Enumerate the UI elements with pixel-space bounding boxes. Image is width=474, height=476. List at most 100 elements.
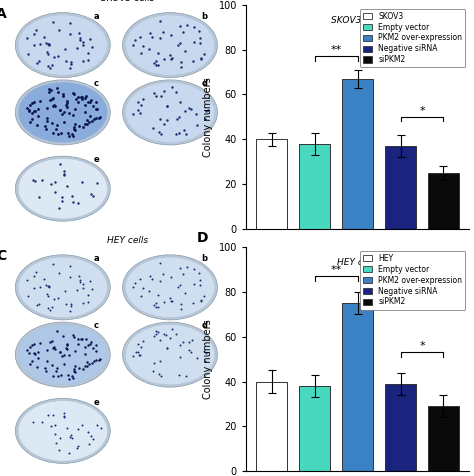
Point bbox=[185, 337, 193, 345]
Point bbox=[25, 107, 33, 115]
Point bbox=[181, 289, 188, 297]
Ellipse shape bbox=[125, 82, 215, 143]
Point bbox=[83, 116, 91, 123]
Point bbox=[196, 40, 204, 47]
Point bbox=[73, 44, 81, 52]
Point bbox=[60, 109, 67, 116]
Point bbox=[156, 35, 164, 42]
Point bbox=[202, 108, 210, 115]
Point bbox=[96, 355, 104, 363]
Point bbox=[58, 194, 66, 201]
Point bbox=[33, 364, 40, 371]
Point bbox=[149, 367, 157, 375]
Ellipse shape bbox=[123, 255, 218, 320]
Point bbox=[53, 439, 60, 446]
Ellipse shape bbox=[15, 156, 110, 221]
Text: *: * bbox=[419, 341, 425, 351]
Point bbox=[55, 130, 62, 138]
Point bbox=[55, 373, 62, 380]
Point bbox=[51, 295, 58, 303]
Point bbox=[166, 334, 174, 342]
Point bbox=[25, 50, 32, 58]
Point bbox=[75, 364, 82, 372]
Point bbox=[77, 335, 84, 343]
Point bbox=[166, 51, 173, 59]
Point bbox=[150, 59, 158, 66]
Point bbox=[189, 58, 197, 65]
Ellipse shape bbox=[125, 15, 215, 75]
Point bbox=[46, 88, 53, 96]
Point bbox=[163, 344, 170, 352]
Point bbox=[92, 357, 100, 364]
Point bbox=[45, 40, 52, 48]
Point bbox=[177, 58, 185, 66]
Point bbox=[157, 372, 164, 380]
Point bbox=[153, 327, 160, 335]
Point bbox=[157, 357, 164, 365]
Point bbox=[51, 103, 59, 110]
Point bbox=[28, 99, 36, 107]
Point bbox=[66, 433, 74, 441]
Point bbox=[60, 360, 68, 367]
Point bbox=[63, 341, 70, 348]
Point bbox=[190, 281, 198, 288]
Point bbox=[152, 92, 159, 100]
Point bbox=[63, 58, 70, 65]
Point bbox=[28, 357, 36, 365]
Point bbox=[148, 33, 155, 41]
Point bbox=[80, 41, 87, 49]
Point bbox=[146, 45, 153, 53]
Point bbox=[200, 50, 208, 58]
Point bbox=[176, 22, 184, 30]
Point bbox=[45, 411, 52, 418]
Ellipse shape bbox=[125, 324, 215, 385]
Point bbox=[177, 305, 184, 313]
Point bbox=[168, 55, 176, 62]
Point bbox=[168, 83, 176, 91]
Point bbox=[129, 352, 137, 360]
Point bbox=[148, 275, 155, 283]
Point bbox=[173, 88, 180, 96]
Point bbox=[196, 269, 203, 277]
Legend: HEY, Empty vector, PKM2 over-expression, Negative siRNA, siPKM2: HEY, Empty vector, PKM2 over-expression,… bbox=[360, 251, 465, 309]
Point bbox=[152, 304, 160, 311]
Point bbox=[32, 26, 39, 33]
Point bbox=[82, 335, 90, 342]
Text: b: b bbox=[201, 12, 207, 21]
Text: **: ** bbox=[330, 45, 342, 55]
Point bbox=[152, 61, 160, 69]
Point bbox=[67, 30, 74, 38]
Point bbox=[51, 430, 58, 438]
Point bbox=[197, 297, 205, 304]
Y-axis label: Colony numbers: Colony numbers bbox=[203, 319, 213, 399]
Point bbox=[153, 58, 160, 65]
Text: A: A bbox=[0, 7, 7, 21]
Point bbox=[179, 270, 187, 278]
Point bbox=[67, 58, 75, 66]
Point bbox=[34, 112, 42, 119]
Point bbox=[30, 341, 37, 348]
Point bbox=[70, 90, 78, 98]
Point bbox=[129, 283, 137, 290]
Point bbox=[74, 425, 82, 433]
Point bbox=[97, 424, 104, 432]
Point bbox=[69, 374, 77, 382]
Point bbox=[187, 106, 195, 113]
Point bbox=[175, 129, 183, 137]
Point bbox=[59, 92, 67, 99]
Point bbox=[55, 269, 63, 277]
Point bbox=[136, 33, 144, 40]
Y-axis label: Colony numbers: Colony numbers bbox=[203, 77, 213, 157]
Point bbox=[51, 101, 58, 109]
Ellipse shape bbox=[15, 322, 110, 387]
Point bbox=[84, 341, 92, 348]
Point bbox=[49, 102, 57, 110]
Point bbox=[135, 98, 142, 106]
Point bbox=[56, 107, 64, 114]
Point bbox=[160, 120, 167, 128]
Ellipse shape bbox=[15, 80, 110, 145]
Point bbox=[60, 351, 67, 358]
Point bbox=[57, 129, 64, 137]
Point bbox=[32, 350, 39, 357]
Point bbox=[44, 282, 52, 290]
